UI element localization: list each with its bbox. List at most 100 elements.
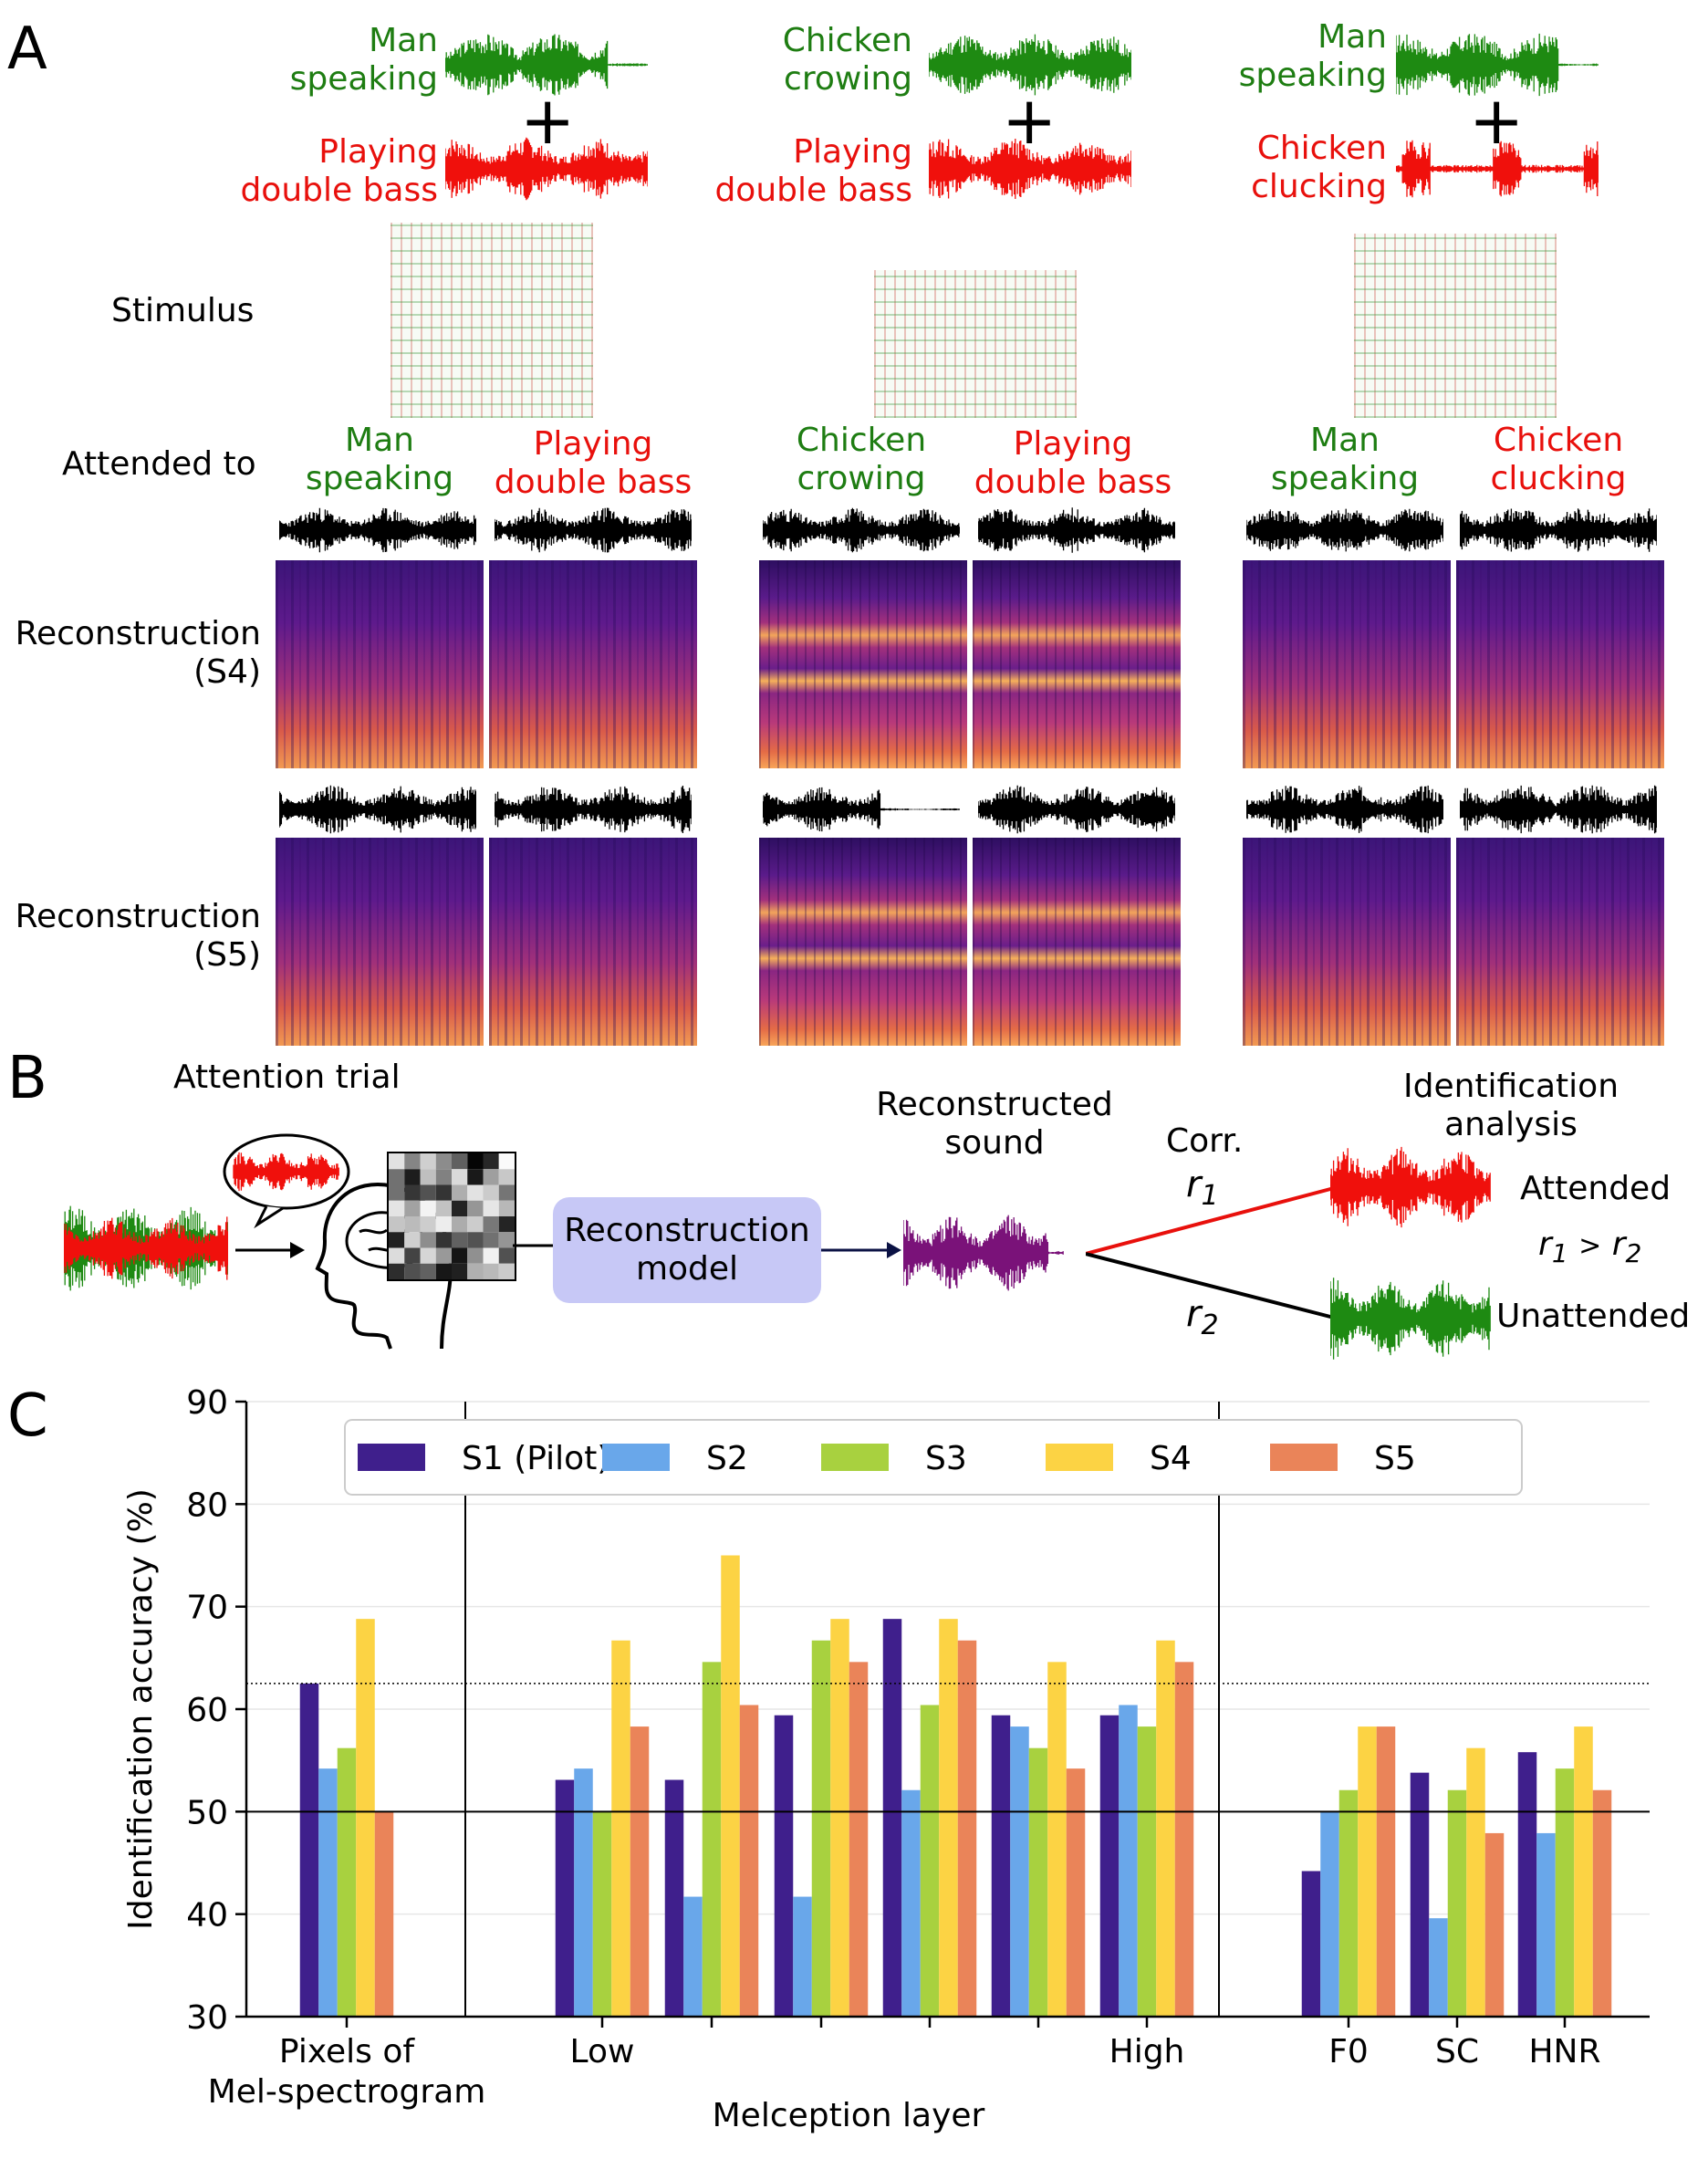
legend-label: S3 <box>925 1440 967 1477</box>
reconstructed-sound-label: Reconstructed sound <box>876 1086 1113 1162</box>
pair3-top-label: Man speaking <box>1238 18 1387 94</box>
bar-s1-pilot--4 <box>882 1619 902 2017</box>
pair1-top-label: Man speaking <box>289 22 438 98</box>
pair3-s4-spectrogram-1 <box>1243 560 1451 768</box>
pair3-attended1-label: Man speaking <box>1270 422 1420 497</box>
bar-s2-1 <box>574 1768 593 2017</box>
y-tick-label: 40 <box>186 1897 228 1935</box>
legend-box <box>344 1419 1523 1496</box>
bar-s4-6 <box>1156 1640 1175 2017</box>
x-axis-label: Melception layer <box>713 2097 985 2134</box>
bar-s5-0 <box>374 1811 394 2017</box>
pair1-plus-sign: + <box>520 82 576 159</box>
bar-s5-1 <box>630 1726 650 2017</box>
pair3-s5-waveform-2 <box>1460 785 1657 834</box>
grid-to-model-line <box>513 1244 553 1247</box>
pair2-bottom-label: Playing double bass <box>714 133 912 209</box>
thought-bubble-icon <box>223 1133 350 1229</box>
pair1-s5-waveform-1 <box>279 785 476 834</box>
pair1-attended2-label: Playing double bass <box>494 425 693 501</box>
attended-label: Attended <box>1520 1170 1672 1207</box>
unattended-label: Unattended <box>1496 1298 1691 1335</box>
y-tick-label: 60 <box>186 1692 228 1729</box>
attention-trial-label: Attention trial <box>173 1059 401 1096</box>
bar-s3-9 <box>1555 1768 1575 2017</box>
bar-s1-pilot--9 <box>1517 1752 1537 2017</box>
bar-s5-3 <box>849 1662 869 2017</box>
pair2-s5-waveform-1 <box>763 787 960 832</box>
pair2-s4-waveform-2 <box>978 507 1175 553</box>
bar-s1-pilot--0 <box>299 1683 319 2017</box>
pair2-s4-waveform-1 <box>763 507 960 553</box>
pair3-attended2-label: Chicken clucking <box>1490 422 1627 497</box>
pair2-top-waveform <box>929 34 1131 96</box>
bar-s2-2 <box>683 1896 703 2017</box>
bar-s5-9 <box>1592 1789 1612 2017</box>
legend-label: S5 <box>1374 1440 1416 1477</box>
pair3-stimulus-spectrogram <box>1354 234 1557 418</box>
bar-s3-5 <box>1028 1747 1048 2017</box>
bar-s4-1 <box>611 1640 630 2017</box>
y-tick-label: 90 <box>186 1384 228 1422</box>
bar-s4-7 <box>1358 1726 1377 2017</box>
bar-s3-4 <box>920 1705 940 2017</box>
bar-s5-6 <box>1174 1662 1194 2017</box>
pair3-bottom-waveform <box>1396 140 1599 198</box>
x-tick-label: High <box>1109 2033 1185 2070</box>
pair3-s5-spectrogram-1 <box>1243 838 1451 1046</box>
reconstructed-sound-waveform <box>903 1215 1064 1291</box>
pair2-s4-spectrogram-1 <box>759 560 967 768</box>
corr-label: Corr. <box>1166 1122 1244 1160</box>
pair1-stimulus-spectrogram <box>391 223 593 418</box>
bar-s1-pilot--5 <box>991 1715 1011 2017</box>
legend-swatch <box>1046 1444 1113 1471</box>
panel-a-letter: A <box>7 16 47 83</box>
x-tick-label: SC <box>1435 2033 1479 2070</box>
legend-swatch <box>602 1444 670 1471</box>
pair2-top-label: Chicken crowing <box>782 22 912 98</box>
pair2-plus-sign: + <box>1002 82 1057 159</box>
bar-s3-2 <box>702 1662 722 2017</box>
r1-greater-r2-label: r1 > r2 <box>1538 1226 1642 1269</box>
legend-label: S2 <box>706 1440 748 1477</box>
pair2-s5-spectrogram-2 <box>973 838 1181 1046</box>
bar-s3-1 <box>592 1811 612 2017</box>
pair3-bottom-label: Chicken clucking <box>1251 130 1387 205</box>
bar-s5-7 <box>1376 1726 1396 2017</box>
pair2-stimulus-spectrogram <box>874 270 1077 418</box>
bar-s5-4 <box>957 1640 977 2017</box>
pair3-s4-waveform-2 <box>1460 508 1657 552</box>
bar-s2-6 <box>1119 1705 1138 2017</box>
legend-swatch <box>1270 1444 1338 1471</box>
bar-s2-8 <box>1429 1918 1448 2017</box>
pair1-s5-spectrogram-1 <box>276 838 484 1046</box>
bar-s1-pilot--1 <box>555 1779 575 2017</box>
y-tick-label: 80 <box>186 1486 228 1524</box>
pair1-bottom-waveform <box>445 137 648 201</box>
y-tick-label: 70 <box>186 1590 228 1627</box>
bar-s4-4 <box>939 1619 958 2017</box>
bar-s1-pilot--7 <box>1301 1871 1321 2017</box>
legend-label: S4 <box>1150 1440 1192 1477</box>
bar-s4-5 <box>1047 1662 1067 2017</box>
pair2-attended2-label: Playing double bass <box>974 425 1172 501</box>
attended-waveform <box>1330 1146 1491 1228</box>
pair1-s4-spectrogram-1 <box>276 560 484 768</box>
legend-label: S1 (Pilot) <box>462 1440 609 1477</box>
recon-s4-row-label: Reconstruction (S4) <box>15 615 261 691</box>
bar-s5-2 <box>739 1705 759 2017</box>
pair2-bottom-waveform <box>929 139 1131 199</box>
bar-s4-0 <box>356 1619 375 2017</box>
bar-s5-5 <box>1066 1768 1086 2017</box>
pair3-s4-spectrogram-2 <box>1456 560 1664 768</box>
r1-label: r1 <box>1186 1163 1219 1212</box>
pair1-s5-spectrogram-2 <box>489 838 697 1046</box>
bar-s1-pilot--8 <box>1410 1772 1430 2017</box>
unattended-waveform <box>1330 1278 1491 1360</box>
pair2-s4-spectrogram-2 <box>973 560 1181 768</box>
bar-s2-5 <box>1010 1726 1029 2017</box>
x-tick-label: F0 <box>1328 2033 1369 2070</box>
bar-s1-pilot--2 <box>664 1779 684 2017</box>
bar-s4-8 <box>1466 1747 1485 2017</box>
